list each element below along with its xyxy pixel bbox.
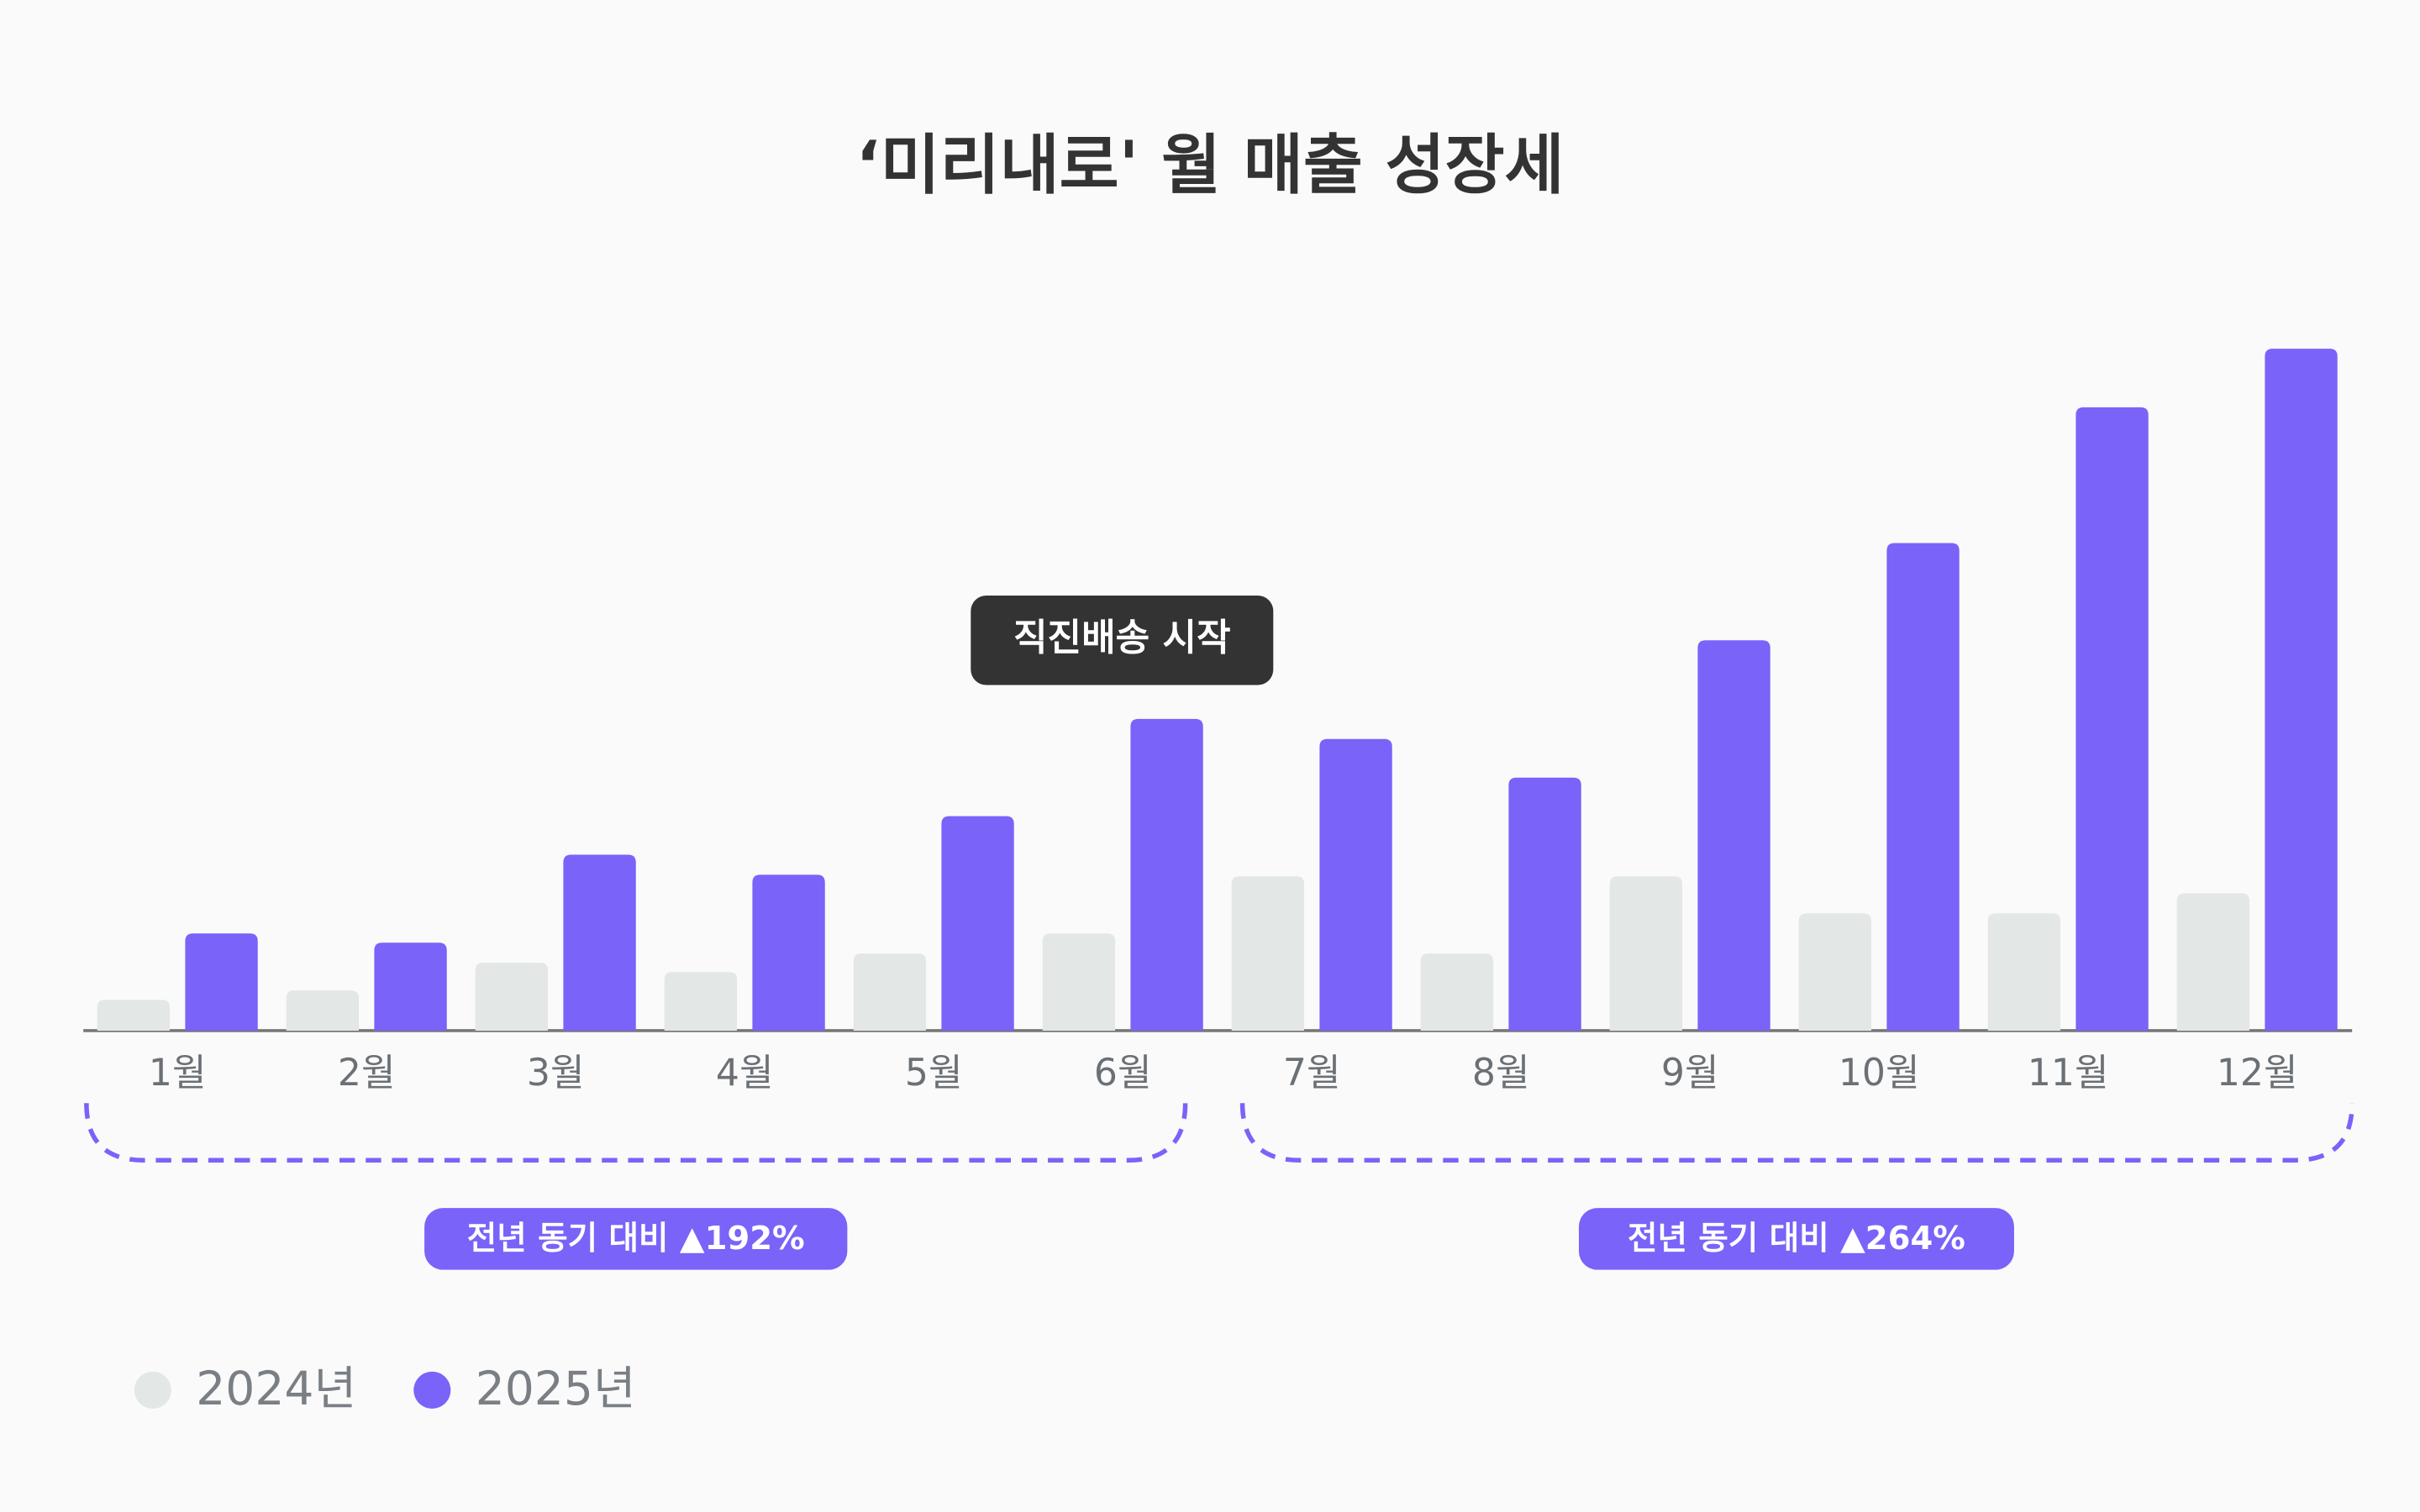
- legend-label: 2024년: [196, 1362, 356, 1415]
- legend-swatch: [134, 1371, 171, 1409]
- x-tick-label: 4월: [716, 1052, 774, 1095]
- bar: [1042, 933, 1116, 1031]
- bar: [941, 816, 1014, 1031]
- bar: [752, 874, 825, 1031]
- bar: [1508, 777, 1581, 1031]
- comparison-pill: [1578, 1208, 2014, 1270]
- x-tick-label: 6월: [1094, 1052, 1152, 1095]
- x-tick-label: 7월: [1283, 1052, 1341, 1095]
- bar: [853, 953, 927, 1031]
- bar: [1697, 640, 1770, 1031]
- legend-swatch: [413, 1371, 451, 1409]
- x-tick-label: 1월: [149, 1052, 207, 1095]
- bar: [1130, 718, 1203, 1031]
- bar: [2075, 407, 2149, 1031]
- bar: [1886, 543, 1960, 1031]
- bar: [2176, 893, 2250, 1031]
- bar: [563, 854, 636, 1031]
- x-tick-label: 12월: [2217, 1052, 2298, 1095]
- x-tick-label: 9월: [1661, 1052, 1719, 1095]
- bar: [1319, 738, 1392, 1031]
- x-tick-label: 3월: [527, 1052, 585, 1095]
- bracket: [84, 1103, 1188, 1163]
- bar: [475, 963, 549, 1031]
- bar: [185, 933, 258, 1031]
- bar: [664, 972, 738, 1031]
- bar: [286, 990, 360, 1031]
- x-tick-label: 8월: [1472, 1052, 1530, 1095]
- bar: [1987, 913, 2061, 1031]
- bar: [2265, 349, 2338, 1031]
- comparison-label: 전년 동기 대비 ▲264%: [1628, 1220, 1965, 1257]
- x-tick-label: 10월: [1839, 1052, 1920, 1095]
- bar: [1420, 953, 1494, 1031]
- x-tick-label: 5월: [905, 1052, 963, 1095]
- chart-title: ‘미리내로' 월 매출 성장세: [855, 128, 1564, 203]
- annotation: 직진배송 시작: [1013, 617, 1231, 659]
- bar: [97, 1000, 171, 1031]
- x-tick-label: 11월: [2028, 1052, 2109, 1095]
- bar: [1231, 876, 1305, 1031]
- bar: [374, 942, 447, 1031]
- comparison-pill: [424, 1208, 848, 1270]
- bar: [1609, 876, 1683, 1031]
- bracket: [1239, 1103, 2354, 1163]
- comparison-label: 전년 동기 대비 ▲192%: [467, 1220, 805, 1257]
- legend-label: 2025년: [476, 1362, 636, 1415]
- annotation-box: [971, 595, 1274, 685]
- bar: [1798, 913, 1872, 1031]
- x-tick-label: 2월: [338, 1052, 396, 1095]
